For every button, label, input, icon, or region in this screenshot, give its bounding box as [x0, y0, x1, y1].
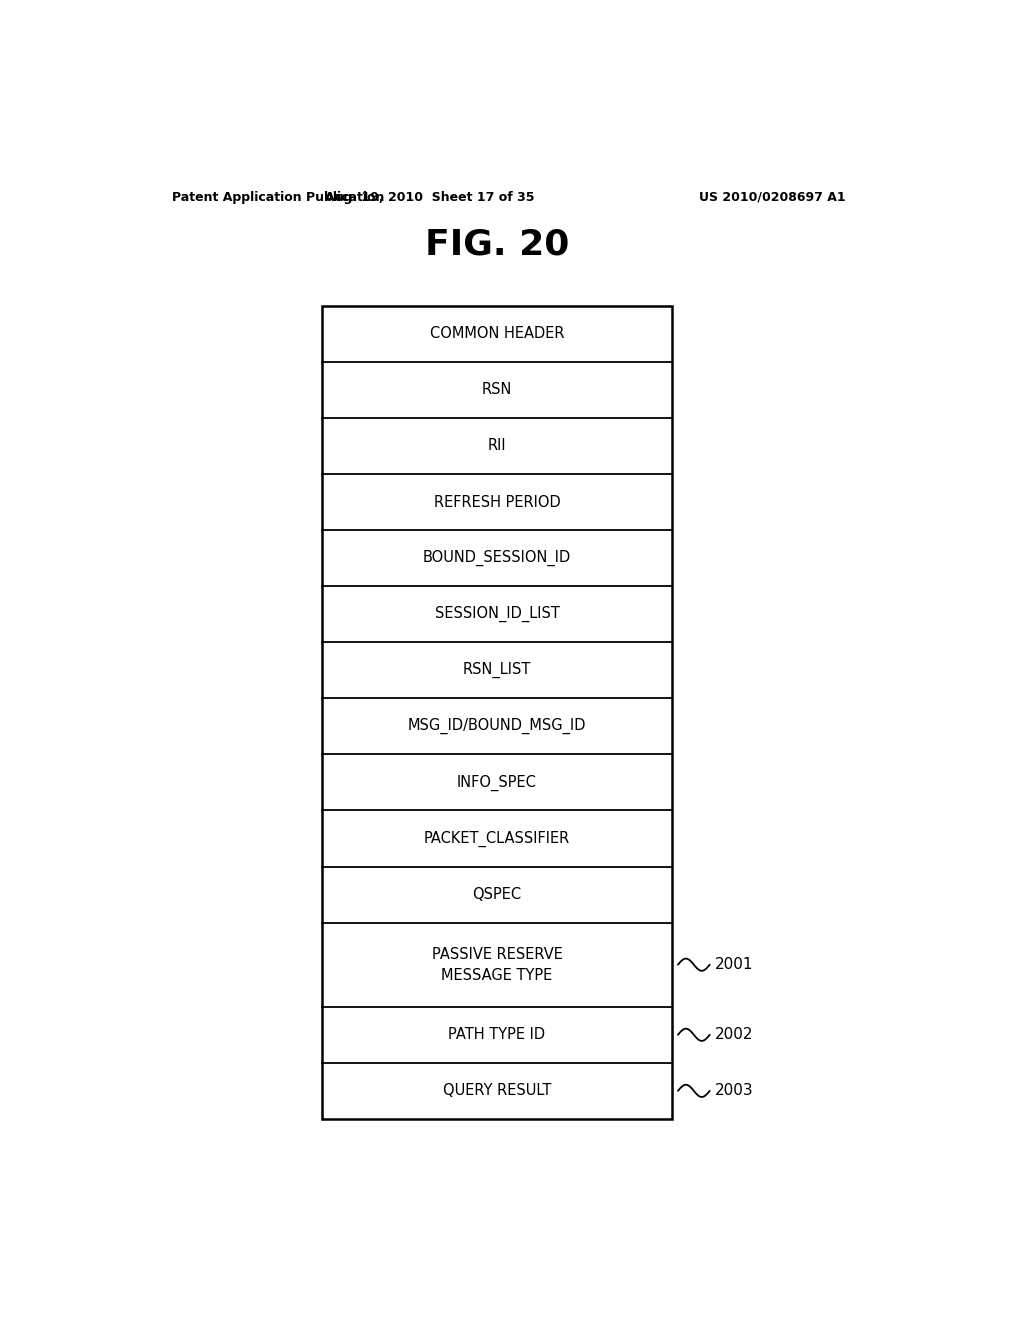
- Text: 2002: 2002: [716, 1027, 754, 1043]
- Text: RSN: RSN: [482, 383, 512, 397]
- Text: SESSION_ID_LIST: SESSION_ID_LIST: [434, 606, 559, 622]
- Text: QSPEC: QSPEC: [472, 887, 521, 902]
- Text: PACKET_CLASSIFIER: PACKET_CLASSIFIER: [424, 830, 570, 846]
- Text: INFO_SPEC: INFO_SPEC: [457, 775, 537, 791]
- Text: RSN_LIST: RSN_LIST: [463, 663, 531, 678]
- Bar: [323, 306, 672, 1119]
- Text: REFRESH PERIOD: REFRESH PERIOD: [433, 495, 560, 510]
- Text: COMMON HEADER: COMMON HEADER: [430, 326, 564, 342]
- Text: Patent Application Publication: Patent Application Publication: [172, 190, 384, 203]
- Text: 2003: 2003: [716, 1084, 754, 1098]
- Text: PATH TYPE ID: PATH TYPE ID: [449, 1027, 546, 1043]
- Text: RII: RII: [487, 438, 506, 454]
- Text: US 2010/0208697 A1: US 2010/0208697 A1: [699, 190, 846, 203]
- Text: PASSIVE RESERVE
MESSAGE TYPE: PASSIVE RESERVE MESSAGE TYPE: [431, 946, 562, 982]
- Text: Aug. 19, 2010  Sheet 17 of 35: Aug. 19, 2010 Sheet 17 of 35: [325, 190, 535, 203]
- Text: MSG_ID/BOUND_MSG_ID: MSG_ID/BOUND_MSG_ID: [408, 718, 587, 734]
- Text: BOUND_SESSION_ID: BOUND_SESSION_ID: [423, 550, 571, 566]
- Text: 2001: 2001: [716, 957, 754, 973]
- Text: FIG. 20: FIG. 20: [425, 228, 569, 261]
- Text: QUERY RESULT: QUERY RESULT: [442, 1084, 551, 1098]
